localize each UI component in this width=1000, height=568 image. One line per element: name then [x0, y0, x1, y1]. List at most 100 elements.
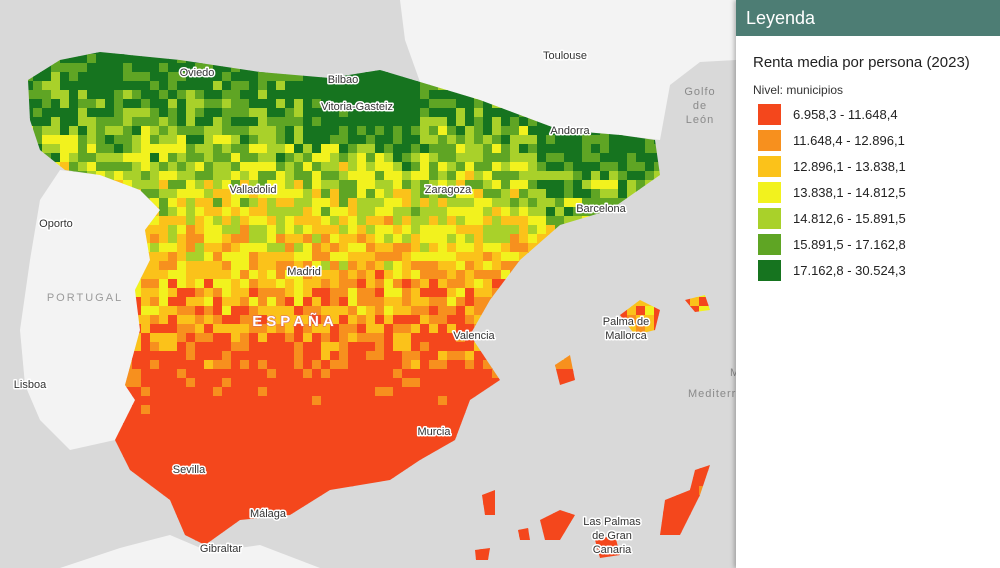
- municipality-cell: [213, 288, 223, 298]
- municipality-cell: [249, 378, 259, 388]
- place-label: Oporto: [39, 218, 73, 230]
- municipality-cell: [483, 504, 493, 514]
- municipality-cell: [474, 225, 484, 235]
- municipality-cell: [240, 396, 250, 406]
- municipality-cell: [249, 162, 259, 172]
- municipality-cell: [357, 261, 367, 271]
- municipality-cell: [213, 207, 223, 217]
- municipality-cell: [321, 171, 331, 181]
- municipality-cell: [393, 99, 403, 109]
- municipality-cell: [312, 117, 322, 127]
- municipality-cell: [609, 531, 619, 541]
- municipality-cell: [213, 108, 223, 118]
- municipality-cell: [78, 63, 88, 73]
- municipality-cell: [492, 261, 502, 271]
- municipality-cell: [240, 477, 250, 487]
- municipality-cell: [240, 360, 250, 370]
- municipality-cell: [195, 108, 205, 118]
- municipality-cell: [240, 90, 250, 100]
- municipality-cell: [87, 81, 97, 91]
- municipality-cell: [231, 396, 241, 406]
- municipality-cell: [69, 90, 79, 100]
- municipality-cell: [294, 414, 304, 424]
- municipality-cell: [528, 243, 538, 253]
- municipality-cell: [438, 117, 448, 127]
- municipality-cell: [411, 414, 421, 424]
- municipality-cell: [510, 252, 520, 262]
- municipality-cell: [114, 126, 124, 136]
- municipality-cell: [150, 72, 160, 82]
- municipality-cell: [177, 279, 187, 289]
- municipality-cell: [177, 324, 187, 334]
- municipality-cell: [348, 369, 358, 379]
- municipality-cell: [186, 486, 196, 496]
- municipality-cell: [483, 369, 493, 379]
- municipality-cell: [465, 270, 475, 280]
- municipality-cell: [492, 243, 502, 253]
- municipality-cell: [474, 144, 484, 154]
- municipality-cell: [186, 216, 196, 226]
- legend-label: 15.891,5 - 17.162,8: [793, 236, 906, 252]
- municipality-cell: [168, 153, 178, 163]
- municipality-cell: [195, 126, 205, 136]
- municipality-cell: [465, 315, 475, 325]
- municipality-cell: [231, 117, 241, 127]
- municipality-cell: [447, 162, 457, 172]
- municipality-cell: [636, 306, 646, 316]
- municipality-cell: [312, 270, 322, 280]
- municipality-cell: [303, 270, 313, 280]
- municipality-cell: [474, 216, 484, 226]
- municipality-cell: [528, 153, 538, 163]
- municipality-cell: [384, 225, 394, 235]
- municipality-cell: [177, 216, 187, 226]
- municipality-cell: [474, 207, 484, 217]
- municipality-cell: [321, 423, 331, 433]
- municipality-cell: [447, 351, 457, 361]
- municipality-cell: [285, 162, 295, 172]
- municipality-cell: [393, 225, 403, 235]
- municipality-cell: [195, 198, 205, 208]
- municipality-cell: [231, 162, 241, 172]
- municipality-cell: [429, 234, 439, 244]
- municipality-cell: [222, 99, 232, 109]
- municipality-cell: [402, 108, 412, 118]
- municipality-cell: [258, 126, 268, 136]
- municipality-cell: [375, 378, 385, 388]
- municipality-cell: [249, 270, 259, 280]
- municipality-cell: [177, 162, 187, 172]
- municipality-cell: [276, 198, 286, 208]
- municipality-cell: [240, 117, 250, 127]
- municipality-cell: [69, 153, 79, 163]
- municipality-cell: [78, 144, 88, 154]
- municipality-cell: [213, 432, 223, 442]
- municipality-cell: [222, 90, 232, 100]
- municipality-cell: [186, 63, 196, 73]
- municipality-cell: [357, 324, 367, 334]
- municipality-cell: [195, 279, 205, 289]
- municipality-cell: [69, 54, 79, 64]
- municipality-cell: [537, 225, 547, 235]
- municipality-cell: [141, 360, 151, 370]
- municipality-cell: [348, 72, 358, 82]
- municipality-cell: [294, 108, 304, 118]
- municipality-cell: [312, 351, 322, 361]
- municipality-cell: [591, 162, 601, 172]
- municipality-cell: [420, 216, 430, 226]
- municipality-cell: [204, 270, 214, 280]
- municipality-cell: [429, 207, 439, 217]
- municipality-cell: [411, 135, 421, 145]
- municipality-cell: [285, 315, 295, 325]
- municipality-cell: [402, 90, 412, 100]
- municipality-cell: [204, 432, 214, 442]
- municipality-cell: [519, 126, 529, 136]
- municipality-cell: [402, 234, 412, 244]
- municipality-cell: [267, 306, 277, 316]
- municipality-cell: [285, 279, 295, 289]
- municipality-cell: [249, 396, 259, 406]
- municipality-cell: [222, 297, 232, 307]
- municipality-cell: [213, 252, 223, 262]
- municipality-cell: [474, 189, 484, 199]
- legend-panel: Leyenda Renta media por persona (2023) N…: [736, 0, 1000, 568]
- municipality-cell: [321, 279, 331, 289]
- municipality-cell: [339, 135, 349, 145]
